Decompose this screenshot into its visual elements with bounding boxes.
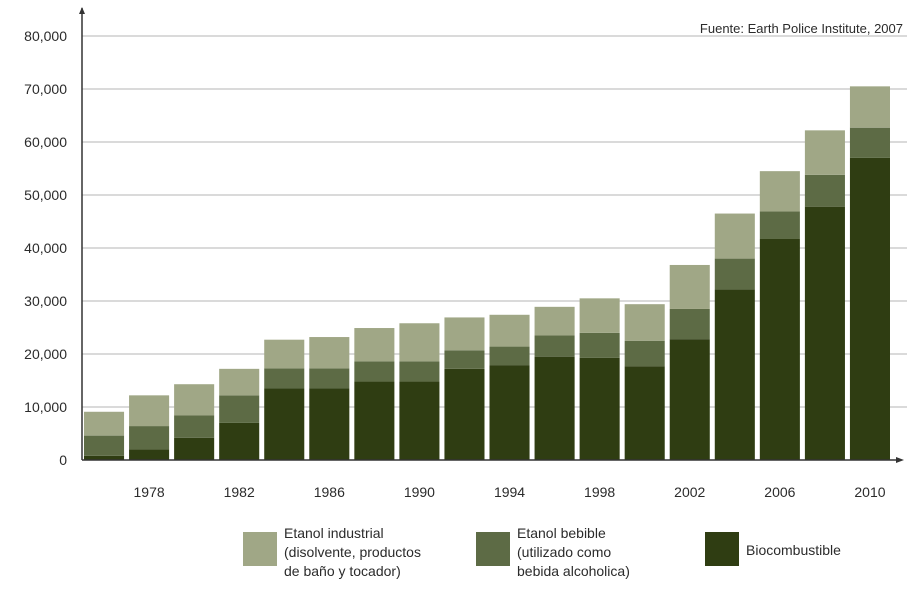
x-tick-label: 1994 bbox=[494, 484, 525, 500]
bar-segment-etanol-bebible-2006 bbox=[759, 211, 800, 239]
bar-segment-etanol-bebible-1982 bbox=[219, 395, 260, 423]
y-tick-label: 0 bbox=[59, 452, 67, 468]
bar-segment-biocombustible-2000 bbox=[624, 366, 665, 460]
legend-item-biocombustible: Biocombustible bbox=[705, 524, 841, 566]
x-tick-label: 2010 bbox=[854, 484, 885, 500]
bar-segment-etanol-industrial-2000 bbox=[624, 304, 665, 341]
y-tick-label: 10,000 bbox=[24, 399, 67, 415]
bar-segment-etanol-bebible-1980 bbox=[174, 415, 215, 438]
bar-segment-etanol-industrial-2010 bbox=[849, 86, 890, 128]
bar-segment-biocombustible-1986 bbox=[309, 388, 350, 460]
source-note: Fuente: Earth Police Institute, 2007 bbox=[700, 21, 903, 36]
bar-segment-biocombustible-1990 bbox=[399, 381, 440, 460]
y-tick-label: 80,000 bbox=[24, 28, 67, 44]
gridlines bbox=[82, 35, 907, 408]
bar-segment-etanol-bebible-1986 bbox=[309, 368, 350, 389]
x-tick-label: 1982 bbox=[224, 484, 255, 500]
bar-segment-biocombustible-2010 bbox=[849, 157, 890, 460]
bar-segment-etanol-bebible-1996 bbox=[534, 335, 575, 357]
x-tick-label: 1990 bbox=[404, 484, 435, 500]
bar-segment-etanol-industrial-1998 bbox=[579, 298, 620, 333]
bar-segment-biocombustible-2008 bbox=[804, 206, 845, 460]
x-tick-label: 2006 bbox=[764, 484, 795, 500]
bar-segment-etanol-bebible-2004 bbox=[714, 258, 755, 290]
y-axis-ticks: 0 10,000 20,000 30,000 40,000 50,000 60,000 70,… bbox=[24, 28, 67, 468]
y-tick-label: 20,000 bbox=[24, 346, 67, 362]
bar-segment-biocombustible-1976 bbox=[84, 455, 125, 460]
y-tick-label: 40,000 bbox=[24, 240, 67, 256]
bar-segment-etanol-industrial-1976 bbox=[84, 411, 125, 436]
bar-segment-etanol-industrial-1984 bbox=[264, 339, 305, 369]
bar-segment-etanol-industrial-1992 bbox=[444, 317, 485, 351]
legend-swatch-etanol-industrial bbox=[243, 532, 277, 566]
bar-segment-etanol-industrial-1990 bbox=[399, 323, 440, 362]
legend-label-etanol-bebible: Etanol bebible (utilizado como bebida al… bbox=[517, 525, 630, 579]
legend-item-etanol-bebible: Etanol bebible (utilizado como bebida al… bbox=[476, 524, 630, 581]
x-tick-label: 2002 bbox=[674, 484, 705, 500]
x-axis-arrow bbox=[896, 457, 904, 463]
bar-segment-etanol-bebible-2000 bbox=[624, 340, 665, 367]
x-tick-label: 1998 bbox=[584, 484, 615, 500]
bar-segment-etanol-industrial-1986 bbox=[309, 337, 350, 369]
x-tick-label: 1978 bbox=[134, 484, 165, 500]
bar-segment-biocombustible-2004 bbox=[714, 289, 755, 460]
legend-label-biocombustible: Biocombustible bbox=[746, 542, 841, 558]
y-tick-label: 60,000 bbox=[24, 134, 67, 150]
y-tick-label: 70,000 bbox=[24, 81, 67, 97]
bar-segment-etanol-industrial-1982 bbox=[219, 368, 260, 396]
legend-swatch-biocombustible bbox=[705, 532, 739, 566]
bar-segment-biocombustible-1998 bbox=[579, 357, 620, 460]
bar-segment-etanol-bebible-2010 bbox=[849, 127, 890, 158]
bar-segment-etanol-bebible-2008 bbox=[804, 174, 845, 207]
bar-segment-etanol-bebible-2002 bbox=[669, 308, 710, 340]
bar-segment-etanol-industrial-1994 bbox=[489, 314, 530, 347]
legend: Etanol industrial (disolvente, productos… bbox=[0, 524, 907, 603]
bar-segment-etanol-industrial-1996 bbox=[534, 306, 575, 336]
bar-segment-biocombustible-2006 bbox=[759, 238, 800, 460]
bar-segment-etanol-industrial-1980 bbox=[174, 384, 215, 416]
bar-segment-biocombustible-1994 bbox=[489, 365, 530, 460]
bar-segment-biocombustible-1996 bbox=[534, 356, 575, 460]
bar-segment-etanol-bebible-1976 bbox=[84, 435, 125, 456]
bar-segment-etanol-bebible-1988 bbox=[354, 361, 395, 382]
bar-segment-biocombustible-1980 bbox=[174, 437, 215, 460]
bar-segment-biocombustible-2002 bbox=[669, 339, 710, 460]
bar-segment-etanol-bebible-1992 bbox=[444, 350, 485, 369]
y-tick-label: 30,000 bbox=[24, 293, 67, 309]
bar-segment-etanol-bebible-1978 bbox=[129, 426, 170, 450]
legend-swatch-etanol-bebible bbox=[476, 532, 510, 566]
bar-segment-etanol-industrial-1978 bbox=[129, 395, 170, 427]
bar-segment-biocombustible-1988 bbox=[354, 381, 395, 460]
bar-segment-etanol-bebible-1984 bbox=[264, 368, 305, 389]
y-tick-label: 50,000 bbox=[24, 187, 67, 203]
bar-segment-etanol-industrial-2004 bbox=[714, 213, 755, 259]
bar-segment-biocombustible-1984 bbox=[264, 388, 305, 460]
bar-segment-etanol-industrial-2008 bbox=[804, 130, 845, 175]
bar-segment-etanol-bebible-1998 bbox=[579, 332, 620, 358]
x-axis-ticks: 1978 1982 1986 1990 1994 1998 2002 2006 2010 bbox=[134, 484, 886, 500]
bar-segment-biocombustible-1978 bbox=[129, 449, 170, 460]
bars bbox=[84, 86, 890, 460]
x-tick-label: 1986 bbox=[314, 484, 345, 500]
bar-segment-etanol-industrial-2006 bbox=[759, 171, 800, 212]
bar-segment-biocombustible-1982 bbox=[219, 422, 260, 460]
bar-segment-etanol-bebible-1994 bbox=[489, 346, 530, 366]
bar-segment-etanol-industrial-1988 bbox=[354, 328, 395, 362]
axes bbox=[79, 7, 904, 463]
legend-label-etanol-industrial: Etanol industrial (disolvente, productos… bbox=[284, 525, 421, 579]
bar-segment-etanol-bebible-1990 bbox=[399, 361, 440, 382]
bar-segment-biocombustible-1992 bbox=[444, 368, 485, 460]
legend-item-etanol-industrial: Etanol industrial (disolvente, productos… bbox=[243, 524, 421, 581]
y-axis-arrow bbox=[79, 7, 85, 14]
bar-segment-etanol-industrial-2002 bbox=[669, 264, 710, 309]
